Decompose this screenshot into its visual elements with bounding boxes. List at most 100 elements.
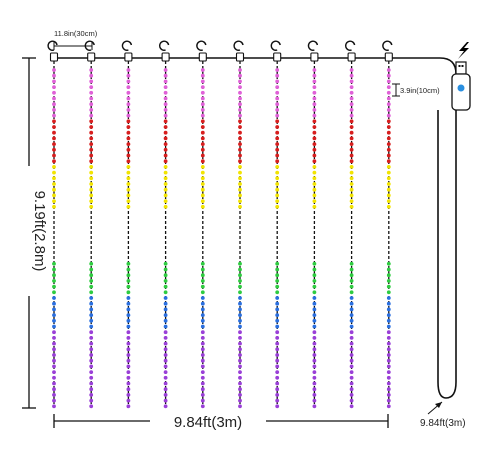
led-bulb (89, 347, 94, 352)
led-bulb (89, 336, 94, 340)
led-bulb (126, 353, 131, 357)
led-bulb (52, 313, 56, 317)
led-bulb (349, 153, 354, 158)
led-bulb (52, 381, 56, 386)
led-bulb (386, 199, 391, 204)
led-bulb (238, 90, 242, 95)
led-bulb (386, 364, 391, 369)
led-bulb (386, 113, 391, 118)
cable-length-label: 9.84ft(3m) (420, 418, 466, 429)
led-bulb (126, 102, 131, 107)
led-bulb (238, 353, 242, 357)
led-bulb (312, 73, 317, 78)
led-bulb (126, 364, 131, 369)
height-dimension: 9.19ft(2.8m) (22, 57, 48, 409)
led-bulb (163, 125, 168, 129)
led-bulb (200, 364, 205, 369)
led-bulb (52, 261, 56, 266)
led-bulb (386, 96, 391, 101)
led-bulb (312, 142, 317, 147)
led-bulb (52, 176, 56, 181)
led-bulb (312, 108, 317, 112)
led-bulb (89, 79, 94, 84)
led-bulb (163, 375, 168, 380)
led-bulb (312, 147, 317, 152)
led-bulb (163, 79, 168, 84)
led-bulb (275, 193, 280, 198)
led-bulb (200, 108, 205, 112)
led-bulb (386, 165, 391, 169)
led-bulb (312, 393, 317, 397)
led-bulb (200, 330, 205, 335)
led-bulb (238, 113, 242, 118)
led-bulb (238, 187, 242, 192)
led-bulb (238, 182, 242, 186)
led-bulb (386, 404, 391, 409)
led-bulb (200, 130, 205, 135)
led-bulb (386, 393, 391, 397)
led-bulb (89, 142, 94, 147)
led-bulb (312, 290, 317, 295)
led-bulb (349, 96, 354, 101)
led-bulb (238, 73, 242, 78)
led-bulb (386, 347, 391, 352)
led-bulb (163, 187, 168, 192)
led-bulb (163, 307, 168, 312)
led-bulb (163, 318, 168, 323)
led-bulb (52, 301, 56, 306)
led-bulb (275, 187, 280, 192)
led-bulb (200, 318, 205, 323)
led-bulb (238, 85, 242, 89)
led-bulb (275, 130, 280, 135)
led-bulb (52, 330, 56, 335)
led-bulb (52, 182, 56, 186)
led-bulb (386, 284, 391, 289)
led-bulb (312, 96, 317, 101)
led-bulb (163, 204, 168, 209)
led-bulb (126, 370, 131, 374)
led-bulb (163, 324, 168, 329)
led-bulb (89, 318, 94, 323)
led-bulb (275, 307, 280, 312)
led-bulb (200, 313, 205, 317)
led-bulb (52, 102, 56, 107)
led-bulb (312, 199, 317, 204)
led-bulb (386, 125, 391, 129)
led-bulb (386, 330, 391, 335)
led-bulb (126, 170, 131, 175)
led-bulb (386, 336, 391, 340)
led-bulb (126, 318, 131, 323)
led-bulb (312, 353, 317, 357)
led-bulb (275, 279, 280, 283)
led-bulb (52, 347, 56, 352)
led-bulb (312, 165, 317, 169)
led-bulb (349, 119, 354, 124)
led-bulb (238, 125, 242, 129)
led-bulb (89, 199, 94, 204)
led-bulb (126, 142, 131, 147)
led-bulb (349, 159, 354, 164)
led-bulb (349, 90, 354, 95)
led-bulb (349, 102, 354, 107)
led-bulb (349, 341, 354, 346)
led-bulb (200, 90, 205, 95)
led-bulb (163, 182, 168, 186)
led-bulb (275, 159, 280, 164)
led-bulb (89, 108, 94, 112)
led-bulb (89, 364, 94, 369)
led-bulb (312, 119, 317, 124)
led-bulb (349, 324, 354, 329)
led-bulb (200, 307, 205, 312)
led-bulb (52, 318, 56, 323)
led-bulb (386, 136, 391, 141)
led-bulb (349, 330, 354, 335)
led-bulb (126, 296, 131, 300)
led-bulb (349, 296, 354, 300)
led-bulb (89, 301, 94, 306)
led-bulb (200, 290, 205, 295)
led-bulb (200, 336, 205, 340)
led-bulb (386, 318, 391, 323)
led-bulb (275, 296, 280, 300)
led-bulb (126, 130, 131, 135)
led-bulb (275, 364, 280, 369)
